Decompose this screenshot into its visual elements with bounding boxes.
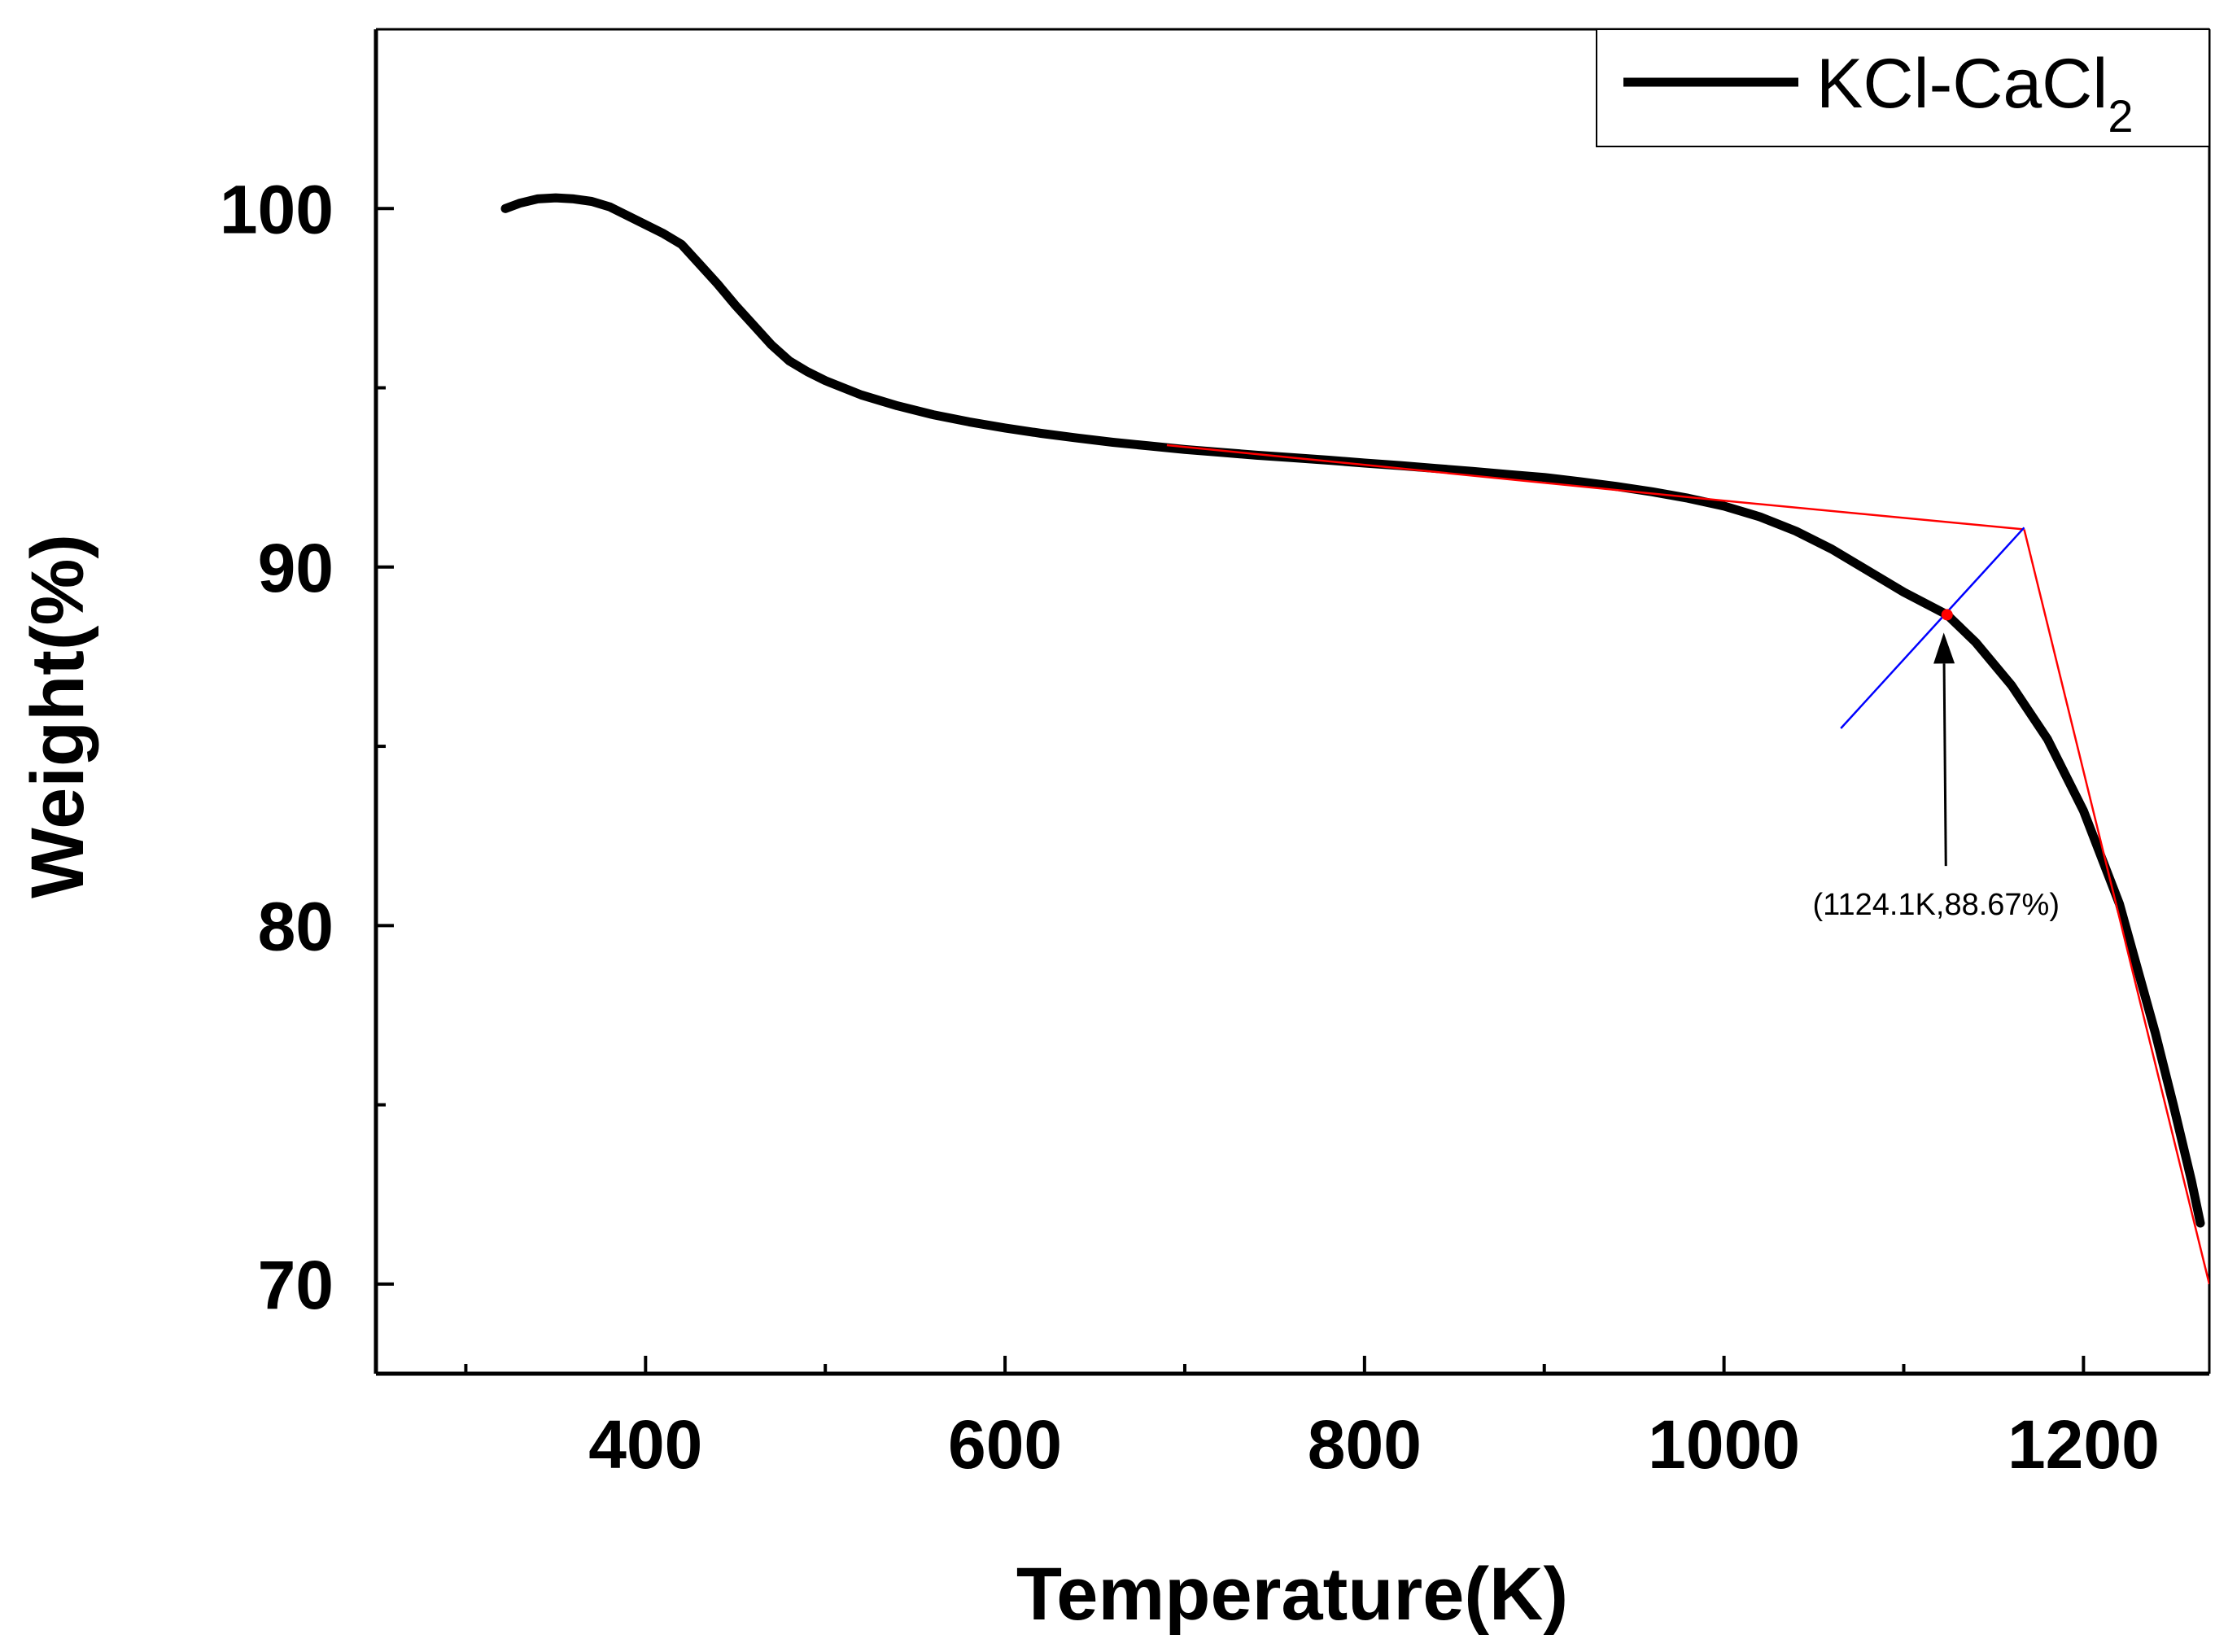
y-axis-title: Weight(%) [16, 534, 99, 898]
legend: KCl-CaCl2 [1596, 28, 2210, 147]
tangent-line-baseline [1166, 444, 2025, 531]
legend-box [1596, 28, 2210, 147]
x-tick-label-400: 400 [588, 1406, 702, 1483]
y-axis-ticks [376, 207, 394, 1286]
annotation-label: (1124.1K,88.67%) [1813, 888, 2060, 922]
x-tick-label-1200: 1200 [2007, 1406, 2160, 1483]
x-tick-label-600: 600 [948, 1406, 1062, 1483]
annotation-point [1941, 609, 1953, 621]
series-line-kcl-cacl2 [500, 193, 2205, 1228]
x-axis-ticks [464, 1356, 2086, 1374]
y-tick-label-90: 90 [258, 530, 334, 606]
annotation-arrow [1942, 663, 1947, 867]
x-tick-label-1000: 1000 [1648, 1406, 1800, 1483]
x-tick-label-800: 800 [1308, 1406, 1422, 1483]
legend-label: KCl-CaCl2 [1816, 45, 2134, 142]
bisector-line [1840, 527, 2025, 729]
x-tick-labels: 400 600 800 1000 1200 [588, 1406, 2160, 1483]
legend-label-main: KCl-CaCl [1816, 45, 2108, 123]
y-tick-label-100: 100 [220, 171, 334, 247]
y-tick-label-80: 80 [258, 888, 334, 964]
y-tick-labels: 70 80 90 100 [220, 171, 334, 1323]
annotation-arrowhead [1933, 632, 1955, 664]
x-axis-title: Temperature(K) [1016, 1553, 1568, 1636]
y-tick-label-70: 70 [258, 1247, 334, 1323]
legend-label-subscript: 2 [2108, 90, 2133, 142]
tangent-line-steep [2023, 529, 2209, 1285]
